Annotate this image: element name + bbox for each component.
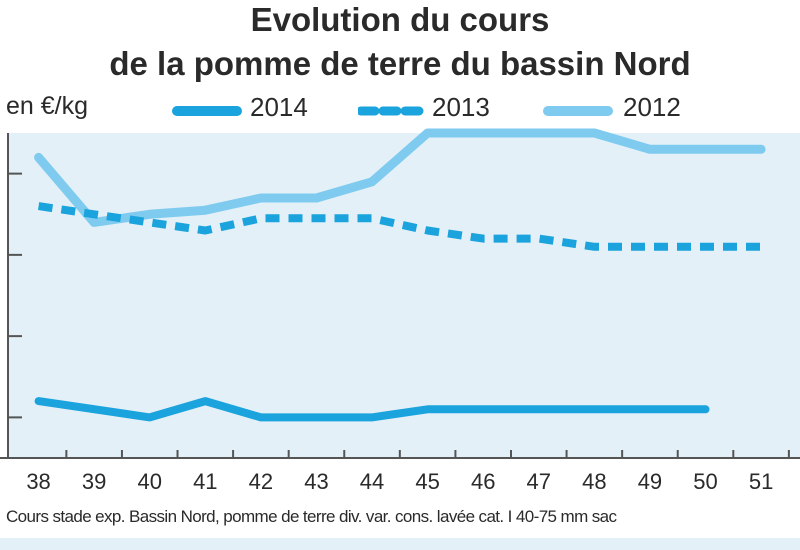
legend-swatch-2013: [358, 106, 424, 116]
legend-label-2013: 2013: [432, 92, 490, 122]
chart-subtitle: de la pomme de terre du bassin Nord: [109, 45, 691, 82]
x-tick-label-48: 48: [582, 469, 606, 494]
x-tick-label-40: 40: [137, 469, 161, 494]
y-axis-unit-label: en €/kg: [6, 92, 89, 120]
legend-item-2012: 2012: [543, 90, 693, 126]
x-tick-label-42: 42: [249, 469, 273, 494]
series-line-2013: [38, 202, 762, 251]
x-tick-label-41: 41: [193, 469, 217, 494]
legend-label-2014: 2014: [250, 92, 308, 122]
chart-title: Evolution du cours: [250, 1, 550, 38]
x-tick-label-39: 39: [82, 469, 106, 494]
x-tick-label-51: 51: [749, 469, 773, 494]
legend-swatch-2014: [172, 106, 242, 116]
series-line-2014: [34, 397, 710, 422]
x-tick-label-38: 38: [26, 469, 50, 494]
x-tick-label-50: 50: [693, 469, 717, 494]
x-tick-label-43: 43: [304, 469, 328, 494]
x-tick-label-45: 45: [415, 469, 439, 494]
chart-caption: Cours stade exp. Bassin Nord, pomme de t…: [6, 507, 617, 526]
plot-area: [8, 133, 800, 458]
x-tick-label-44: 44: [360, 469, 384, 494]
legend-item-2014: 2014: [172, 90, 322, 126]
x-tick-label-49: 49: [638, 469, 662, 494]
x-tick-label-46: 46: [471, 469, 495, 494]
legend-label-2012: 2012: [623, 92, 681, 122]
legend-swatch-2012: [543, 106, 613, 116]
legend-item-2013: 2013: [358, 90, 508, 126]
series-line-2012: [34, 128, 766, 227]
line-chart: 38 39 40 41 42 43 44 45 46 47 48 49 50 51: [0, 128, 800, 494]
bottom-band: [0, 538, 800, 550]
x-tick-label-47: 47: [527, 469, 551, 494]
